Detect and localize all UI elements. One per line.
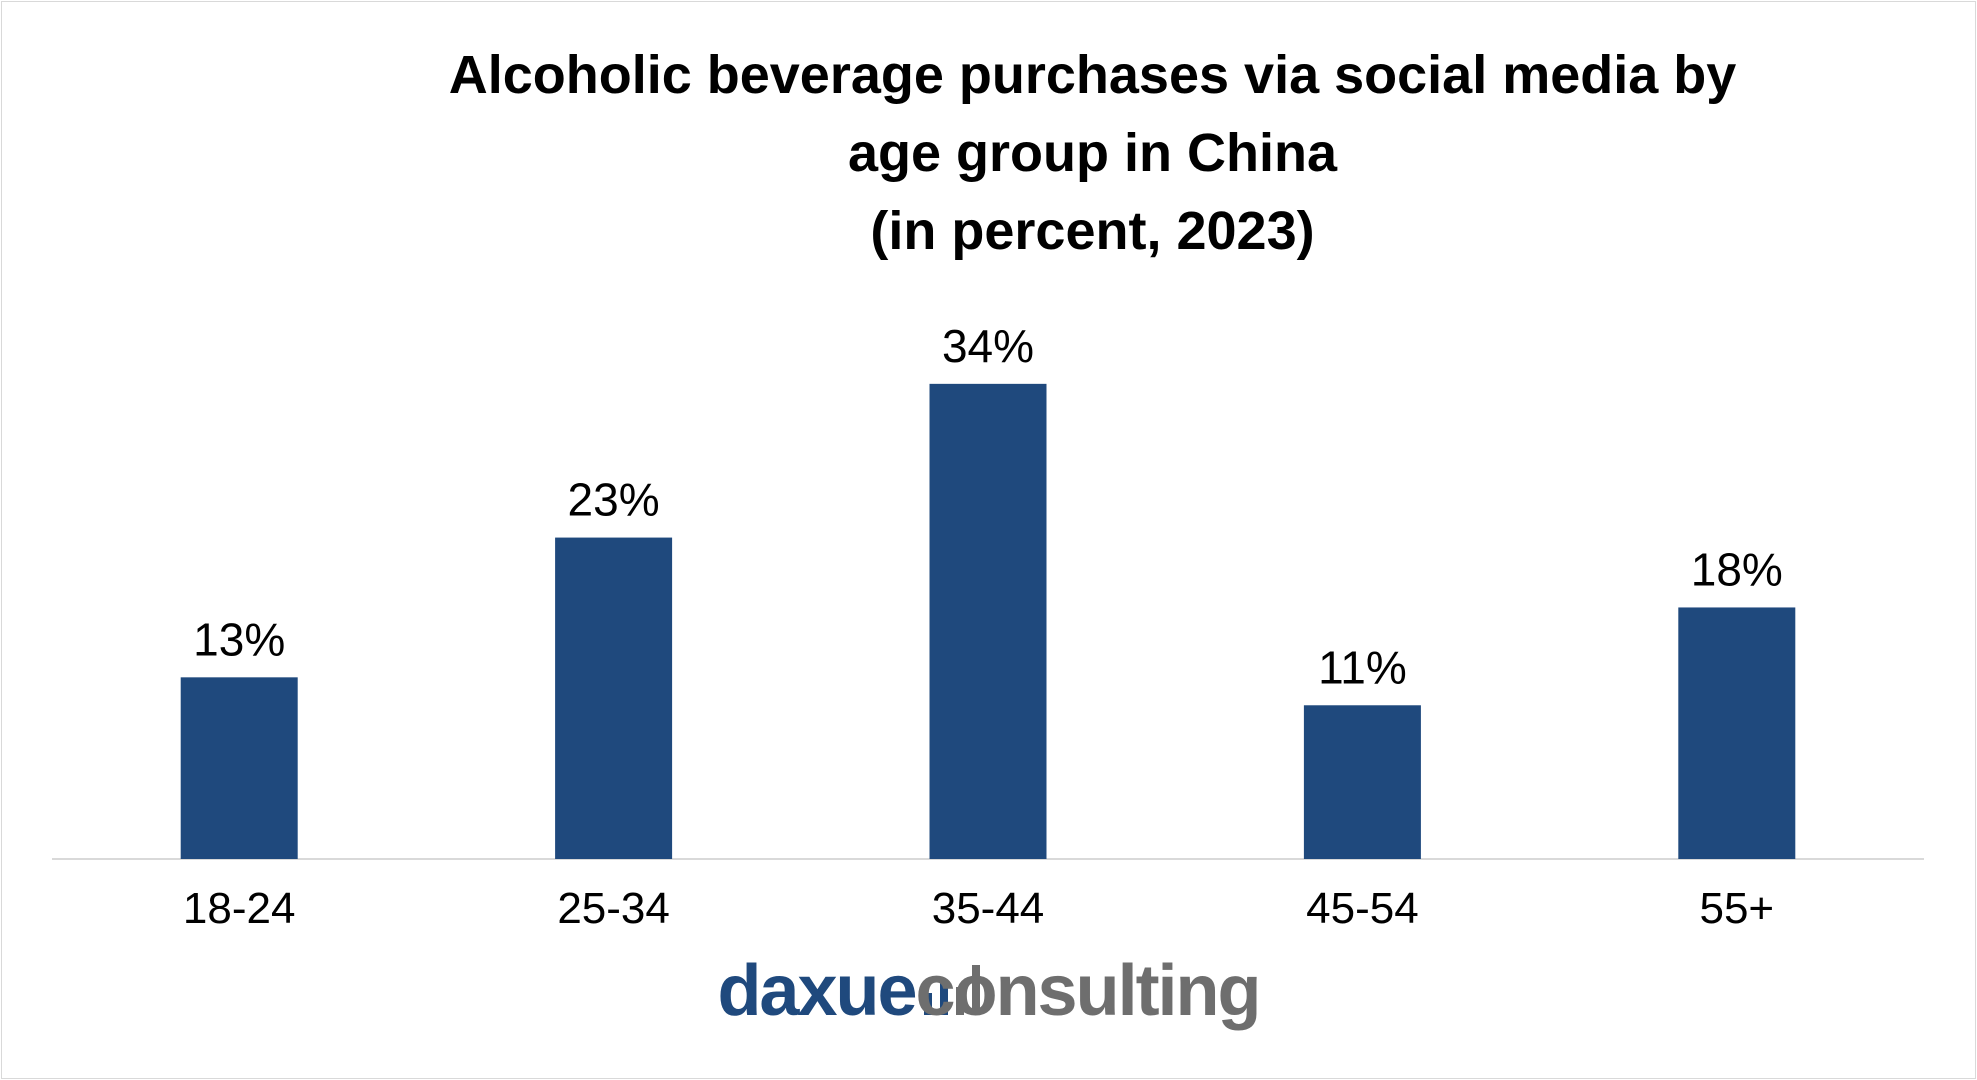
data-label-55+: 18% [1691, 543, 1783, 595]
chart-title-line-2: age group in China [847, 123, 1337, 183]
logo-text-primary: daxue [717, 951, 917, 1031]
category-label-25-34: 25-34 [557, 884, 670, 933]
data-label-45-54: 11% [1318, 641, 1407, 693]
bar-chart-icon [924, 965, 980, 1015]
bar-18-24 [180, 677, 298, 859]
logo-text-secondary: consulting [915, 951, 1262, 1031]
category-label-55+: 55+ [1699, 884, 1774, 933]
data-label-35-44: 34% [942, 320, 1034, 372]
chart-title-line-3: (in percent, 2023) [870, 201, 1315, 261]
bar-55+ [1678, 607, 1796, 859]
bar-25-34 [555, 537, 673, 859]
bar-35-44 [929, 383, 1047, 859]
data-label-18-24: 13% [193, 613, 285, 665]
data-label-25-34: 23% [568, 474, 660, 526]
chart-title-line-1: Alcoholic beverage purchases via social … [448, 45, 1737, 105]
bar-45-54 [1303, 705, 1421, 859]
brand-logo: daxueconsulting [0, 955, 1977, 1027]
category-label-18-24: 18-24 [183, 884, 296, 933]
category-label-45-54: 45-54 [1306, 884, 1419, 933]
category-label-35-44: 35-44 [932, 884, 1045, 933]
chart-title: Alcoholic beverage purchases via social … [300, 36, 1885, 270]
